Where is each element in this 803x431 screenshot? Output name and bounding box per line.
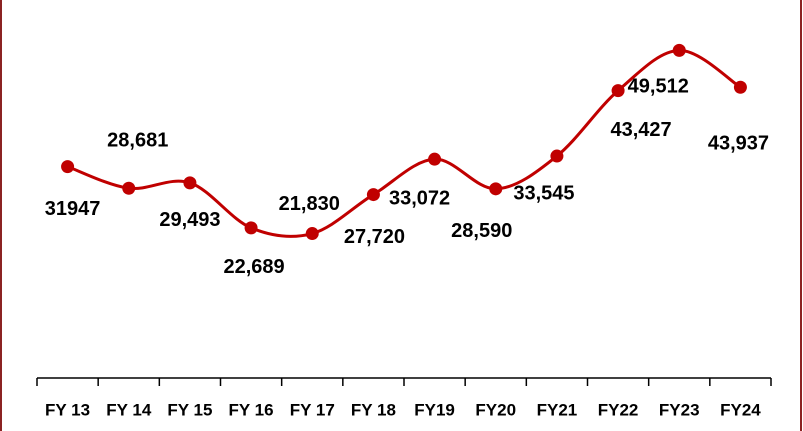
value-label: 43,937 bbox=[708, 133, 769, 155]
value-label: 27,720 bbox=[344, 226, 405, 248]
point bbox=[733, 80, 747, 94]
x-tick-label: FY20 bbox=[475, 400, 516, 419]
x-tick-label: FY19 bbox=[414, 400, 455, 419]
value-label: 43,427 bbox=[610, 119, 671, 141]
value-label: 22,689 bbox=[223, 256, 284, 278]
x-tick-label: FY 15 bbox=[167, 400, 212, 419]
point bbox=[366, 188, 380, 202]
x-tick-label: FY 18 bbox=[351, 400, 396, 419]
point bbox=[672, 43, 686, 57]
point bbox=[489, 182, 503, 196]
value-label: 49,512 bbox=[628, 76, 689, 98]
point bbox=[428, 152, 442, 166]
x-tick-label: FY 16 bbox=[229, 400, 274, 419]
value-label: 33,072 bbox=[389, 187, 450, 209]
value-label: 28,681 bbox=[107, 130, 168, 152]
value-label: 31947 bbox=[45, 198, 101, 220]
point bbox=[611, 84, 625, 98]
point bbox=[244, 221, 258, 235]
point bbox=[122, 181, 136, 195]
x-tick-label: FY24 bbox=[720, 400, 761, 419]
value-label: 33,545 bbox=[513, 182, 574, 204]
point bbox=[550, 149, 564, 163]
point bbox=[305, 227, 319, 241]
value-label: 21,830 bbox=[279, 193, 340, 215]
x-tick-label: FY 17 bbox=[290, 400, 335, 419]
value-label: 28,590 bbox=[451, 220, 512, 242]
point bbox=[183, 176, 197, 190]
x-tick-label: FY23 bbox=[659, 400, 700, 419]
x-tick-label: FY 14 bbox=[106, 400, 152, 419]
x-tick-label: FY21 bbox=[537, 400, 578, 419]
point bbox=[61, 160, 75, 174]
x-tick-label: FY 13 bbox=[45, 400, 90, 419]
x-tick-label: FY22 bbox=[598, 400, 639, 419]
value-label: 29,493 bbox=[159, 209, 220, 231]
